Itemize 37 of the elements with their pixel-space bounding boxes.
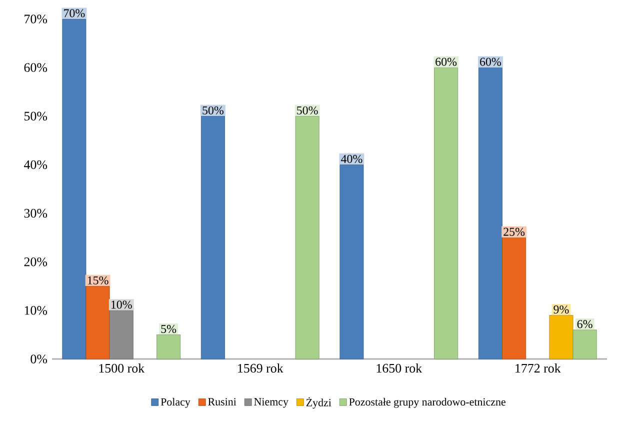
data-label: 50%	[297, 106, 318, 114]
y-tick-label: 0%	[30, 354, 48, 364]
legend-label: Żydzi	[306, 397, 332, 409]
x-tick-label: 1500 rok	[99, 364, 145, 373]
y-tick-label: 10%	[24, 306, 48, 315]
bar	[340, 164, 364, 360]
data-label: 9%	[554, 305, 569, 314]
y-tick-label: 40%	[24, 160, 48, 170]
bar	[549, 315, 574, 360]
data-label: 5%	[161, 324, 176, 334]
legend-label: Rusini	[208, 398, 236, 406]
x-tick-label: 1772 rok	[516, 364, 561, 373]
y-tick-label: 70%	[24, 14, 48, 24]
data-label: 40%	[340, 154, 362, 164]
bar	[434, 67, 458, 360]
y-tick-label: 60%	[24, 63, 48, 72]
bar	[572, 330, 597, 360]
legend-label: Pozostałe grupy narodowo-etniczne	[349, 398, 506, 408]
data-label: 6%	[577, 320, 592, 328]
x-tick-label: 1569 rok	[238, 364, 284, 373]
x-tick-label: 1650 rok	[376, 364, 422, 373]
data-label: 25%	[504, 228, 525, 236]
data-label: 70%	[64, 9, 85, 18]
data-label: 50%	[202, 106, 224, 114]
y-tick-label: 20%	[24, 257, 48, 266]
data-label: 10%	[111, 300, 132, 309]
data-label: 15%	[88, 276, 108, 284]
data-label: 60%	[480, 58, 501, 66]
legend-label: Niemcy	[254, 398, 288, 408]
bar	[502, 237, 526, 360]
y-tick-label: 30%	[24, 208, 48, 218]
data-label: 60%	[436, 58, 457, 66]
legend-label: Polacy	[160, 398, 190, 408]
bar	[200, 116, 225, 360]
bar	[156, 334, 181, 360]
y-tick-label: 50%	[24, 112, 48, 121]
bar	[478, 67, 502, 360]
